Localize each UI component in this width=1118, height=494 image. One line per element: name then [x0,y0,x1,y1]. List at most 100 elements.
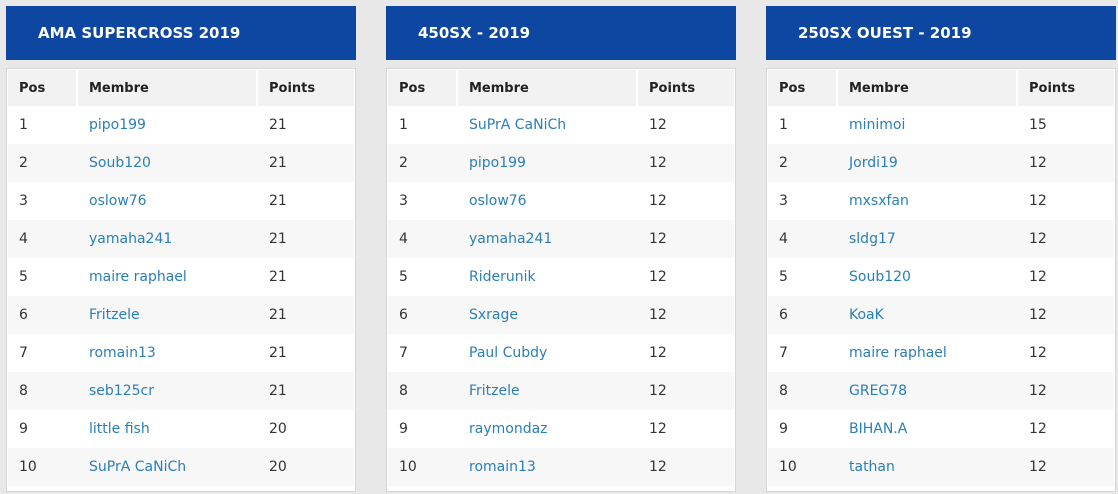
member-link[interactable]: romain13 [89,345,156,361]
table-row: 8 Fritzele 12 [388,372,734,410]
table-row: 5 Soub120 12 [768,258,1114,296]
row-points: 12 [1018,258,1114,296]
row-pos: 10 [388,448,458,486]
member-link[interactable]: Soub120 [849,269,911,285]
table-row: 10 tathan 12 [768,448,1114,486]
row-pos: 4 [768,220,838,258]
row-pos: 2 [388,144,458,182]
row-pos: 7 [768,334,838,372]
row-pos: 9 [8,410,78,448]
table-row: 4 sldg17 12 [768,220,1114,258]
row-points: 21 [258,296,354,334]
row-pos: 2 [768,144,838,182]
column-header-pos: Pos [768,70,838,106]
standings-panel-250sx-ouest: 250SX OUEST - 2019 Pos Membre Points 1 mi… [766,6,1116,492]
table-row: 8 seb125cr 21 [8,372,354,410]
row-points: 12 [1018,372,1114,410]
row-points: 12 [638,334,734,372]
table-row: 8 GREG78 12 [768,372,1114,410]
member-link[interactable]: SuPrA CaNiCh [89,459,187,475]
standings-table-card: Pos Membre Points 1 minimoi 15 2 Jordi19 12 … [766,68,1116,492]
table-row: 1 SuPrA CaNiCh 12 [388,106,734,144]
panel-title: 450SX - 2019 [386,6,736,60]
member-link[interactable]: KoaK [849,307,884,323]
member-link[interactable]: BIHAN.A [849,421,908,437]
row-points: 12 [638,410,734,448]
table-row: 4 yamaha241 21 [8,220,354,258]
member-link[interactable]: Paul Cubdy [469,345,548,361]
row-points: 12 [638,372,734,410]
member-link[interactable]: Fritzele [469,383,520,399]
table-row: 6 KoaK 12 [768,296,1114,334]
row-points: 20 [258,410,354,448]
panel-title: 250SX OUEST - 2019 [766,6,1116,60]
member-link[interactable]: SuPrA CaNiCh [469,117,567,133]
row-points: 12 [1018,182,1114,220]
member-link[interactable]: pipo199 [469,155,526,171]
member-link[interactable]: minimoi [849,117,906,133]
row-pos: 4 [388,220,458,258]
table-row: 6 Sxrage 12 [388,296,734,334]
member-link[interactable]: maire raphael [849,345,947,361]
member-link[interactable]: yamaha241 [469,231,553,247]
member-link[interactable]: Soub120 [89,155,151,171]
row-pos: 3 [388,182,458,220]
row-pos: 1 [8,106,78,144]
member-link[interactable]: GREG78 [849,383,908,399]
table-row: 3 mxsxfan 12 [768,182,1114,220]
member-link[interactable]: oslow76 [469,193,527,209]
member-link[interactable]: little fish [89,421,150,437]
member-link[interactable]: sldg17 [849,231,896,247]
member-link[interactable]: raymondaz [469,421,548,437]
member-link[interactable]: Riderunik [469,269,536,285]
table-header-row: Pos Membre Points [388,70,734,106]
table-row: 3 oslow76 21 [8,182,354,220]
row-pos: 6 [768,296,838,334]
row-points: 21 [258,106,354,144]
member-link[interactable]: Sxrage [469,307,519,323]
member-link[interactable]: Jordi19 [849,155,898,171]
member-link[interactable]: romain13 [469,459,536,475]
row-pos: 7 [8,334,78,372]
member-link[interactable]: oslow76 [89,193,147,209]
row-pos: 10 [8,448,78,486]
row-points: 12 [1018,448,1114,486]
table-row: 5 maire raphael 21 [8,258,354,296]
row-pos: 5 [768,258,838,296]
row-points: 21 [258,258,354,296]
table-row: 5 Riderunik 12 [388,258,734,296]
standings-table-card: Pos Membre Points 1 SuPrA CaNiCh 12 2 pipo1… [386,68,736,492]
row-points: 12 [638,106,734,144]
row-pos: 2 [8,144,78,182]
member-link[interactable]: pipo199 [89,117,146,133]
table-row: 3 oslow76 12 [388,182,734,220]
table-row: 7 romain13 21 [8,334,354,372]
table-row: 4 yamaha241 12 [388,220,734,258]
member-link[interactable]: mxsxfan [849,193,909,209]
row-pos: 6 [388,296,458,334]
row-points: 12 [638,220,734,258]
column-header-points: Points [638,70,734,106]
row-points: 12 [1018,144,1114,182]
member-link[interactable]: Fritzele [89,307,140,323]
column-header-pos: Pos [8,70,78,106]
row-pos: 3 [8,182,78,220]
table-row: 7 maire raphael 12 [768,334,1114,372]
row-points: 12 [638,296,734,334]
member-link[interactable]: yamaha241 [89,231,173,247]
member-link[interactable]: tathan [849,459,895,475]
table-row: 2 pipo199 12 [388,144,734,182]
member-link[interactable]: maire raphael [89,269,187,285]
row-points: 12 [638,448,734,486]
column-header-member: Membre [78,70,258,106]
standings-table: Pos Membre Points 1 pipo199 21 2 Soub120 21 … [8,70,354,486]
column-header-member: Membre [458,70,638,106]
member-link[interactable]: seb125cr [89,383,154,399]
row-points: 12 [1018,334,1114,372]
table-row: 10 romain13 12 [388,448,734,486]
row-pos: 3 [768,182,838,220]
row-pos: 9 [768,410,838,448]
table-row: 7 Paul Cubdy 12 [388,334,734,372]
table-row: 2 Soub120 21 [8,144,354,182]
row-points: 12 [638,144,734,182]
